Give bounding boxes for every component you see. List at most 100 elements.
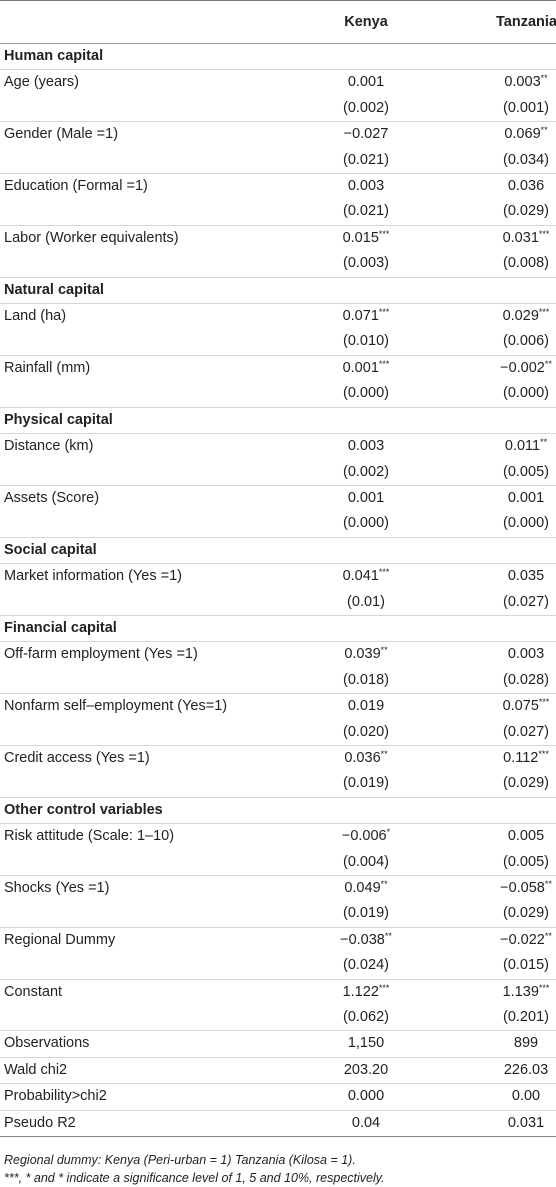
coef-row: Assets (Score) 0.001 0.001 [0, 485, 556, 511]
tanzania-value-cell: (0.027) [416, 719, 556, 746]
tanzania-value: −0.058 [500, 880, 545, 896]
kenya-value-cell: 0.036** [276, 745, 416, 771]
kenya-value: (0.019) [343, 775, 389, 792]
tanzania-value: 0.035 [507, 568, 545, 585]
kenya-value: 0.001 [347, 74, 385, 91]
kenya-significance-stars: ** [380, 748, 388, 759]
kenya-value-cell: 0.003 [276, 174, 416, 200]
variable-label: Regional Dummy [4, 931, 116, 948]
tanzania-value: 899 [513, 1035, 539, 1052]
kenya-value-cell: −0.006* [276, 824, 416, 850]
tanzania-value: 0.031 [502, 229, 539, 246]
section-label: Other control variables [0, 797, 556, 825]
kenya-value-cell: 0.04 [276, 1110, 416, 1138]
kenya-value-cell: (0.062) [276, 1005, 416, 1032]
se-row: (0.01) (0.027) [0, 589, 556, 616]
table-note-regional: Regional dummy: Kenya (Peri-urban = 1) T… [4, 1153, 356, 1168]
tanzania-value-cell: (0.029) [416, 199, 556, 226]
tanzania-value-cell: (0.000) [416, 511, 556, 538]
kenya-significance-stars: *** [378, 982, 390, 993]
kenya-value-cell: 0.071*** [276, 304, 416, 330]
kenya-value: 0.039 [344, 646, 381, 663]
tanzania-value-cell: 0.001 [416, 485, 556, 511]
kenya-value-cell: 0.001*** [276, 355, 416, 381]
kenya-value-cell: 1.122*** [276, 979, 416, 1005]
variable-label [0, 901, 276, 928]
kenya-value: 0.001 [347, 489, 385, 506]
kenya-value: 0.019 [347, 698, 385, 715]
tanzania-significance-stars: *** [538, 697, 550, 708]
tanzania-value-cell: −0.022** [416, 927, 556, 953]
tanzania-value: 1.139 [502, 983, 539, 1000]
kenya-value-cell: 0.049** [276, 876, 416, 902]
kenya-value: 0.071 [342, 308, 379, 325]
kenya-value: (0.01) [347, 593, 385, 610]
variable-label: Credit access (Yes =1) [4, 749, 150, 766]
kenya-value-cell: (0.024) [276, 953, 416, 980]
tanzania-value: (0.005) [503, 853, 549, 870]
stat-row: Pseudo R2 0.04 0.031 [0, 1110, 556, 1138]
tanzania-value: (0.005) [503, 463, 549, 480]
tanzania-value: (0.027) [503, 723, 549, 740]
variable-label [0, 199, 276, 226]
variable-label [0, 667, 276, 695]
tanzania-value-cell: 0.003 [416, 642, 556, 668]
table-header: Kenya Tanzania [0, 0, 556, 44]
se-row: (0.000) (0.000) [0, 511, 556, 538]
kenya-value-cell: 0.041*** [276, 564, 416, 590]
tanzania-significance-stars: ** [544, 930, 552, 941]
tanzania-value-cell: (0.034) [416, 147, 556, 175]
variable-label [0, 1005, 276, 1032]
se-row: (0.003) (0.008) [0, 251, 556, 278]
coef-row: Credit access (Yes =1) 0.036** 0.112*** [0, 745, 556, 771]
kenya-value: 0.041 [342, 568, 379, 585]
tanzania-value: 0.001 [507, 489, 545, 506]
tanzania-value: (0.201) [503, 1009, 549, 1026]
se-row: (0.021) (0.029) [0, 199, 556, 226]
variable-label [0, 953, 276, 980]
tanzania-value: 0.003 [504, 74, 541, 91]
variable-label: Labor (Worker equivalents) [4, 229, 179, 246]
variable-label: Age (years) [4, 74, 79, 91]
tanzania-value-cell: 0.069** [416, 122, 556, 148]
tanzania-value: −0.022 [500, 931, 545, 948]
variable-label: Rainfall (mm) [4, 359, 91, 376]
kenya-value: (0.010) [343, 333, 389, 350]
tanzania-value-cell: 0.029*** [416, 304, 556, 330]
variable-label: Nonfarm self–employment (Yes=1) [4, 698, 228, 715]
kenya-value: 1.122 [342, 983, 379, 1000]
kenya-value: −0.006 [341, 828, 387, 845]
tanzania-value-cell: (0.201) [416, 1005, 556, 1032]
variable-label [0, 719, 276, 746]
tanzania-value: 0.112 [503, 749, 539, 766]
se-row: (0.002) (0.005) [0, 459, 556, 486]
tanzania-value-cell: 0.011** [416, 434, 556, 460]
kenya-value-cell: (0.018) [276, 667, 416, 695]
variable-label: Education (Formal =1) [4, 178, 148, 195]
variable-label: Shocks (Yes =1) [4, 880, 110, 896]
kenya-value-cell: 0.015*** [276, 225, 416, 251]
tanzania-value: (0.015) [503, 957, 549, 974]
kenya-value-cell: (0.01) [276, 589, 416, 616]
section-label: Natural capital [0, 277, 556, 305]
kenya-value: −0.027 [343, 126, 389, 143]
tanzania-value-cell: 0.031*** [416, 225, 556, 251]
kenya-significance-stars: *** [378, 567, 390, 578]
tanzania-value-cell: (0.006) [416, 329, 556, 356]
tanzania-value: 0.00 [511, 1088, 541, 1105]
header-tanzania: Tanzania [416, 0, 556, 44]
variable-label [0, 251, 276, 278]
section-row: Other control variables [0, 797, 556, 825]
se-row: (0.020) (0.027) [0, 719, 556, 746]
tanzania-value-cell: (0.008) [416, 251, 556, 278]
coef-row: Market information (Yes =1) 0.041*** 0.035 [0, 564, 556, 590]
tanzania-value-cell: 226.03 [416, 1057, 556, 1085]
kenya-value: (0.018) [343, 671, 389, 688]
coef-row: Regional Dummy −0.038** −0.022** [0, 927, 556, 953]
kenya-value-cell: (0.021) [276, 147, 416, 175]
coef-row: Education (Formal =1) 0.003 0.036 [0, 174, 556, 200]
coef-row: Age (years) 0.001 0.003** [0, 70, 556, 96]
tanzania-value: 0.075 [502, 698, 539, 715]
tanzania-significance-stars: *** [538, 982, 550, 993]
